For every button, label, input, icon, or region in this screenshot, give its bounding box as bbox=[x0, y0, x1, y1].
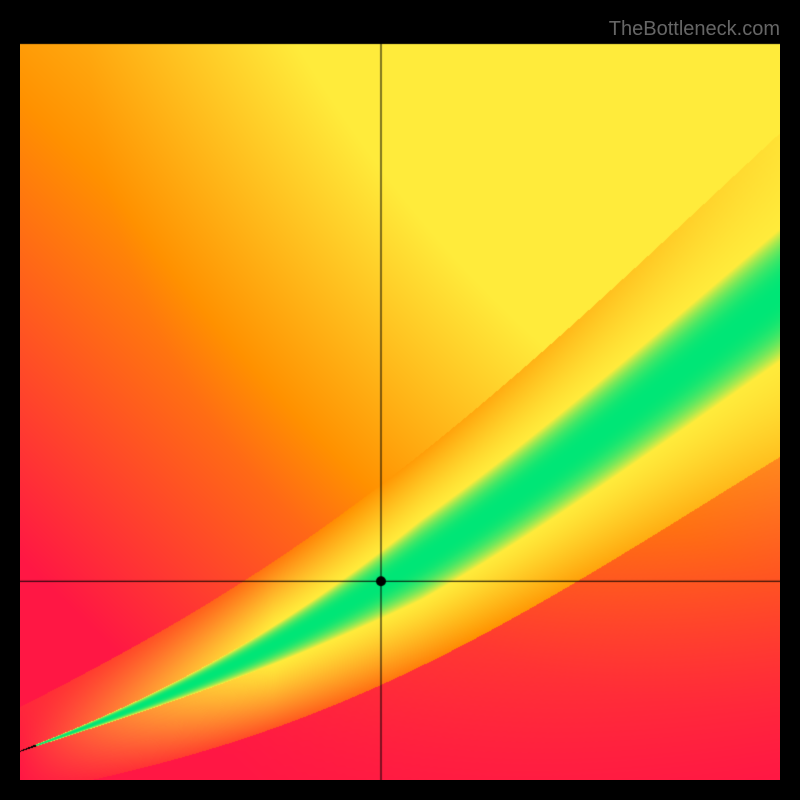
heatmap-canvas bbox=[20, 20, 780, 780]
watermark-text: TheBottleneck.com bbox=[609, 18, 780, 41]
chart-container: TheBottleneck.com bbox=[20, 20, 780, 780]
